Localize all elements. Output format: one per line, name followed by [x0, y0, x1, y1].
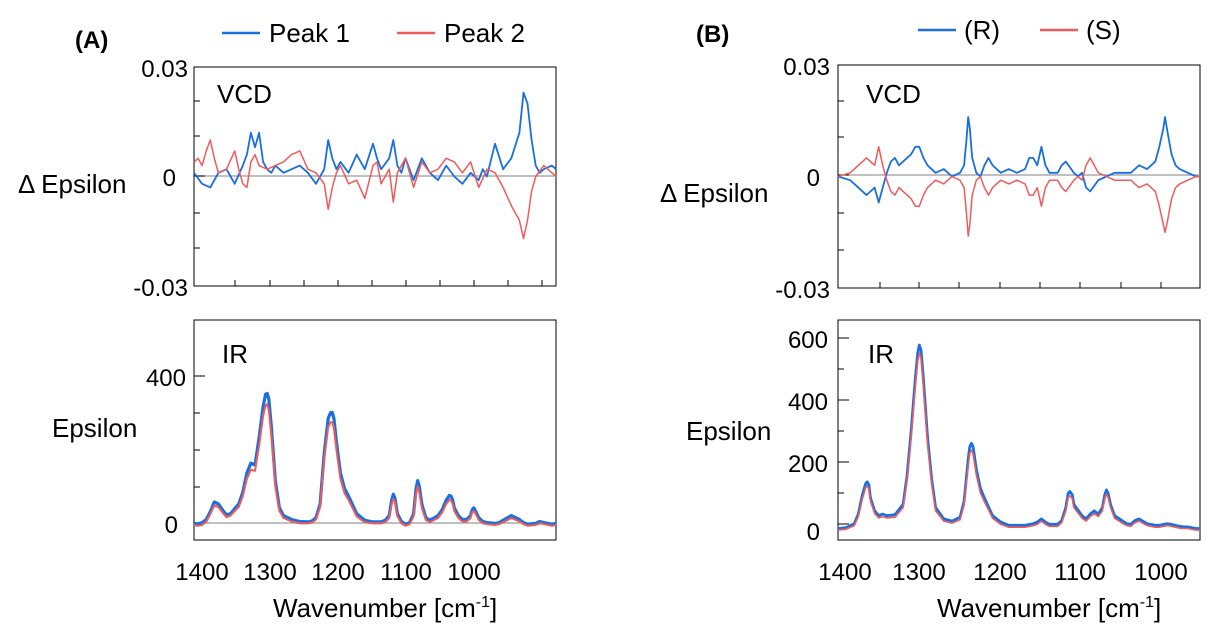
panel-b-vcd-ylabel: Δ Epsilon	[660, 178, 768, 208]
panel-a-xtick: 1100	[380, 559, 432, 586]
panel-b-ir-ytick: 200	[788, 451, 828, 478]
panel-b-ir-ticks	[838, 337, 849, 525]
panel-a-ir-ticks	[194, 375, 205, 524]
legend-label-peak2: Peak 2	[444, 18, 525, 48]
legend-label-r: (R)	[964, 15, 1000, 45]
panel-a-xtick: 1000	[447, 559, 500, 586]
panel-a-ir-ytick: 400	[146, 365, 186, 392]
panel-b-vcd-series	[837, 116, 1200, 237]
panel-b-vcd-ytick: 0	[807, 165, 820, 192]
panel-a-ir-ylabel: Epsilon	[52, 413, 137, 443]
panel-b-ir-series	[837, 343, 1200, 531]
panel-b-xtick: 1000	[1134, 559, 1187, 586]
panel-a-vcd-plot: 0.03 0 -0.03 VCD	[133, 56, 557, 302]
series-line-a-ir-1	[193, 391, 557, 526]
panel-a-vcd-ylabel: Δ Epsilon	[18, 169, 126, 199]
panel-b-xtick: 1400	[818, 559, 871, 586]
panel-a-vcd-ytick: 0.03	[141, 56, 188, 83]
panel-b-vcd-ytick: 0.03	[783, 54, 830, 81]
panel-a-legend: Peak 1 Peak 2	[222, 18, 525, 48]
series-line-a-vcd-1	[193, 91, 557, 189]
panel-a-xtick: 1300	[243, 559, 296, 586]
panel-b-vcd-inner-label: VCD	[866, 79, 921, 109]
panel-b-ir-ytick: 0	[807, 519, 820, 546]
panel-b-label: (B)	[696, 21, 729, 48]
panel-b-ir-ylabel: Epsilon	[686, 416, 771, 446]
panel-a-xlabel: Wavenumber [cm-1]	[273, 593, 497, 623]
legend-label-s: (S)	[1086, 15, 1121, 45]
panel-b-xtick: 1100	[1054, 559, 1106, 586]
panel-a-xtick: 1400	[175, 559, 228, 586]
panel-a-xticks: 1400 1300 1200 1100 1000	[175, 559, 500, 586]
series-line-b-vcd-1	[837, 116, 1200, 204]
panel-b-vcd-plot: 0.03 0 -0.03 VCD	[775, 54, 1201, 304]
panel-b-legend: (R) (S)	[918, 15, 1121, 45]
panel-a-ir-inner-label: IR	[222, 339, 248, 369]
panel-b-vcd-ytick: -0.03	[775, 277, 830, 304]
panel-a-vcd-inner-label: VCD	[217, 79, 272, 109]
panel-a-xtick: 1200	[311, 559, 364, 586]
panel-a-vcd-ytick: 0	[163, 165, 176, 192]
panel-b-ir-plot: 600 400 200 0 IR	[788, 319, 1201, 546]
panel-a-ir-frame	[193, 319, 557, 541]
panel-b-ir-ytick: 400	[788, 389, 828, 416]
panel-a-vcd-series	[193, 91, 557, 240]
panel-a-ir-series	[193, 391, 557, 527]
legend-label-peak1: Peak 1	[269, 18, 350, 48]
panel-b-xlabel: Wavenumber [cm-1]	[937, 593, 1161, 623]
panel-b-xtick: 1300	[892, 559, 945, 586]
panel-a-ir-ytick: 0	[165, 512, 178, 539]
series-line-a-vcd-2	[193, 139, 557, 240]
panel-b-ir-inner-label: IR	[868, 339, 894, 369]
panel-b-xticks: 1400 1300 1200 1100 1000	[818, 559, 1187, 586]
panel-b-vcd-ticks	[838, 64, 1162, 289]
panel-b-ir-ytick: 600	[788, 327, 828, 354]
series-line-b-vcd-2	[837, 146, 1200, 237]
panel-a-vcd-ticks	[194, 66, 543, 287]
panel-a-vcd-ytick: -0.03	[133, 275, 188, 302]
panel-b-xtick: 1200	[973, 559, 1026, 586]
series-line-b-ir-2	[837, 352, 1200, 531]
panel-a-ir-plot: 400 0 IR	[146, 319, 557, 541]
panel-a-label: (A)	[75, 27, 108, 54]
series-line-b-ir-1	[837, 343, 1200, 530]
panel-b-ir-frame	[837, 319, 1201, 541]
series-line-a-ir-2	[193, 403, 557, 527]
